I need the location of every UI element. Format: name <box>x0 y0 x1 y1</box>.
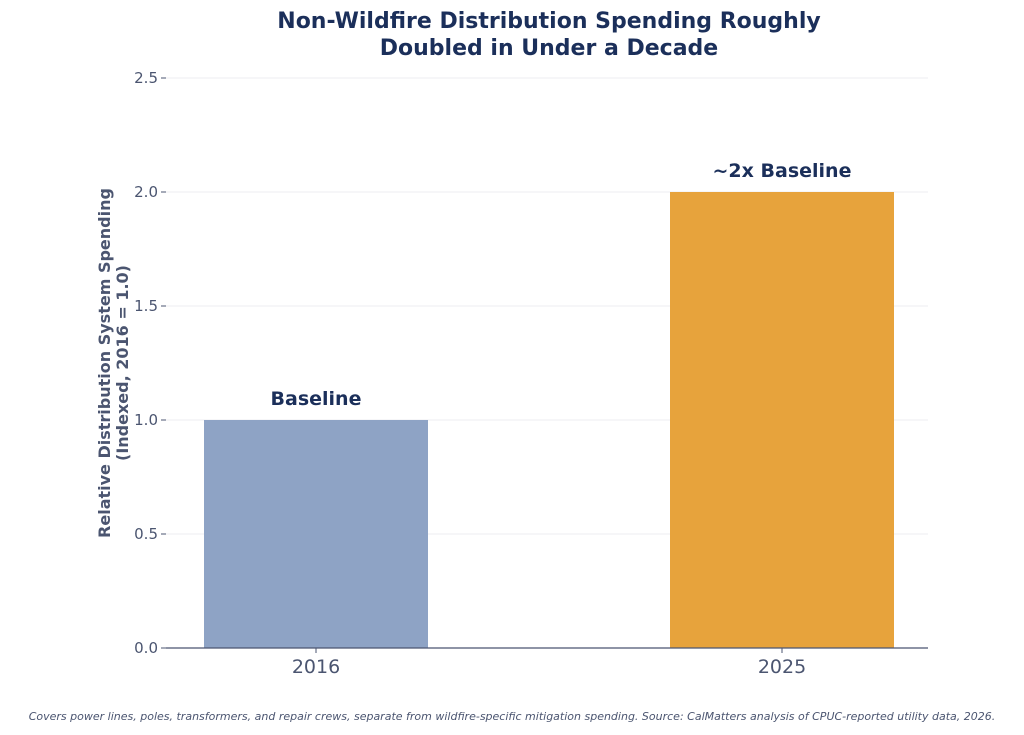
y-tick-label: 0.5 <box>134 525 158 543</box>
bar-annotation-2025: ~2x Baseline <box>713 160 852 182</box>
x-tick-label-2025: 2025 <box>758 656 806 678</box>
y-axis-ticks: 0.0 0.5 1.0 1.5 2.0 2.5 <box>134 69 166 657</box>
y-tick-label: 1.0 <box>134 411 158 429</box>
chart-title: Non-Wildfire Distribution Spending Rough… <box>277 9 820 61</box>
y-axis-label: Relative Distribution System Spending (I… <box>95 188 132 538</box>
bar-2025 <box>670 192 894 648</box>
bars <box>204 192 894 648</box>
y-tick-label: 2.5 <box>134 69 158 87</box>
y-tick-label: 1.5 <box>134 297 158 315</box>
chart-title-line-1: Non-Wildfire Distribution Spending Rough… <box>277 9 820 34</box>
bar-annotations: Baseline ~2x Baseline <box>271 160 852 410</box>
y-axis-label-line-2: (Indexed, 2016 = 1.0) <box>113 265 132 461</box>
chart-title-line-2: Doubled in Under a Decade <box>380 36 718 61</box>
y-tick-label: 2.0 <box>134 183 158 201</box>
bar-annotation-2016: Baseline <box>271 388 362 410</box>
x-tick-label-2016: 2016 <box>292 656 340 678</box>
bar-2016 <box>204 420 428 648</box>
source-footnote: Covers power lines, poles, transformers,… <box>28 710 996 723</box>
x-axis-ticks: 2016 2025 <box>292 648 806 678</box>
y-tick-label: 0.0 <box>134 639 158 657</box>
y-axis-label-line-1: Relative Distribution System Spending <box>95 188 114 538</box>
